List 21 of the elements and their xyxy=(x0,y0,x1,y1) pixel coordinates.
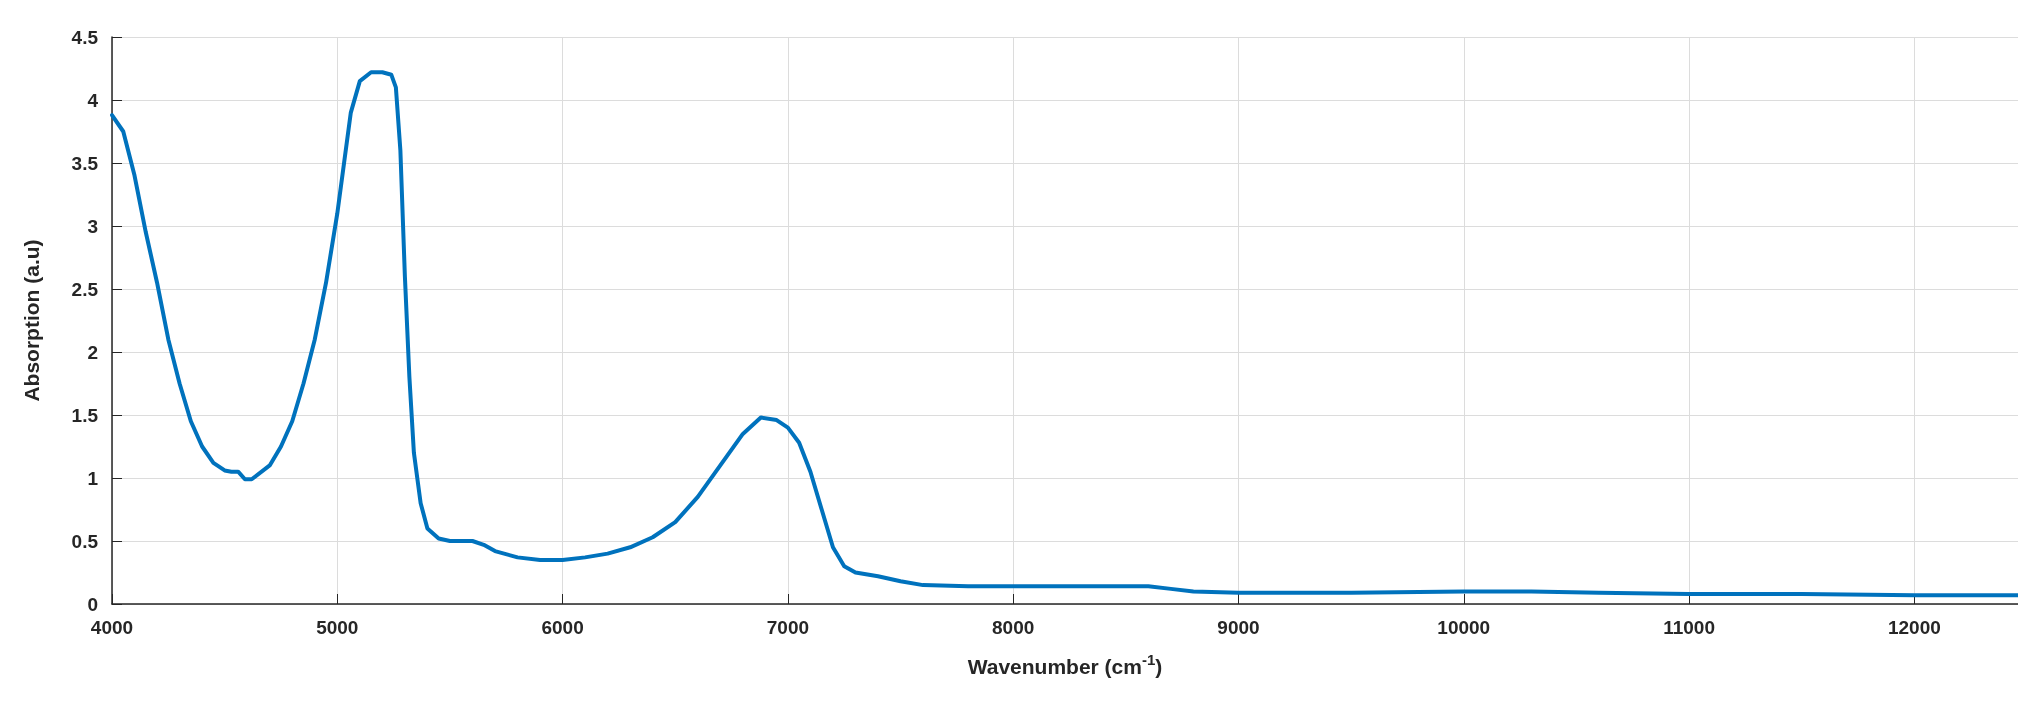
x-tick-label: 9000 xyxy=(1217,617,1260,638)
y-axis-title: Absorption (a.u) xyxy=(20,239,43,402)
y-tick-label: 1 xyxy=(87,467,99,489)
x-tick-label: 12000 xyxy=(1887,617,1941,638)
y-tick-label: 3.5 xyxy=(71,152,99,174)
line-series xyxy=(110,70,2018,598)
x-tick-label: 7000 xyxy=(766,617,810,638)
y-tick-label: 3 xyxy=(87,215,98,237)
y-tick-label: 2 xyxy=(87,341,98,363)
y-tick-label: 4 xyxy=(87,89,99,111)
y-tick-label: 0.5 xyxy=(71,530,99,552)
x-tick-label: 4000 xyxy=(90,617,134,638)
y-tick-label: 2.5 xyxy=(71,278,99,300)
x-tick-label: 6000 xyxy=(541,617,584,638)
x-tick-label: 5000 xyxy=(316,617,359,638)
x-tick-label: 10000 xyxy=(1437,617,1491,638)
x-tick-label: 8000 xyxy=(992,617,1035,638)
y-tick-label: 0 xyxy=(87,593,98,615)
x-tick-label: 11000 xyxy=(1663,617,1715,638)
y-tick-label: 1.5 xyxy=(71,404,99,426)
y-tick-label: 4.5 xyxy=(71,26,99,48)
